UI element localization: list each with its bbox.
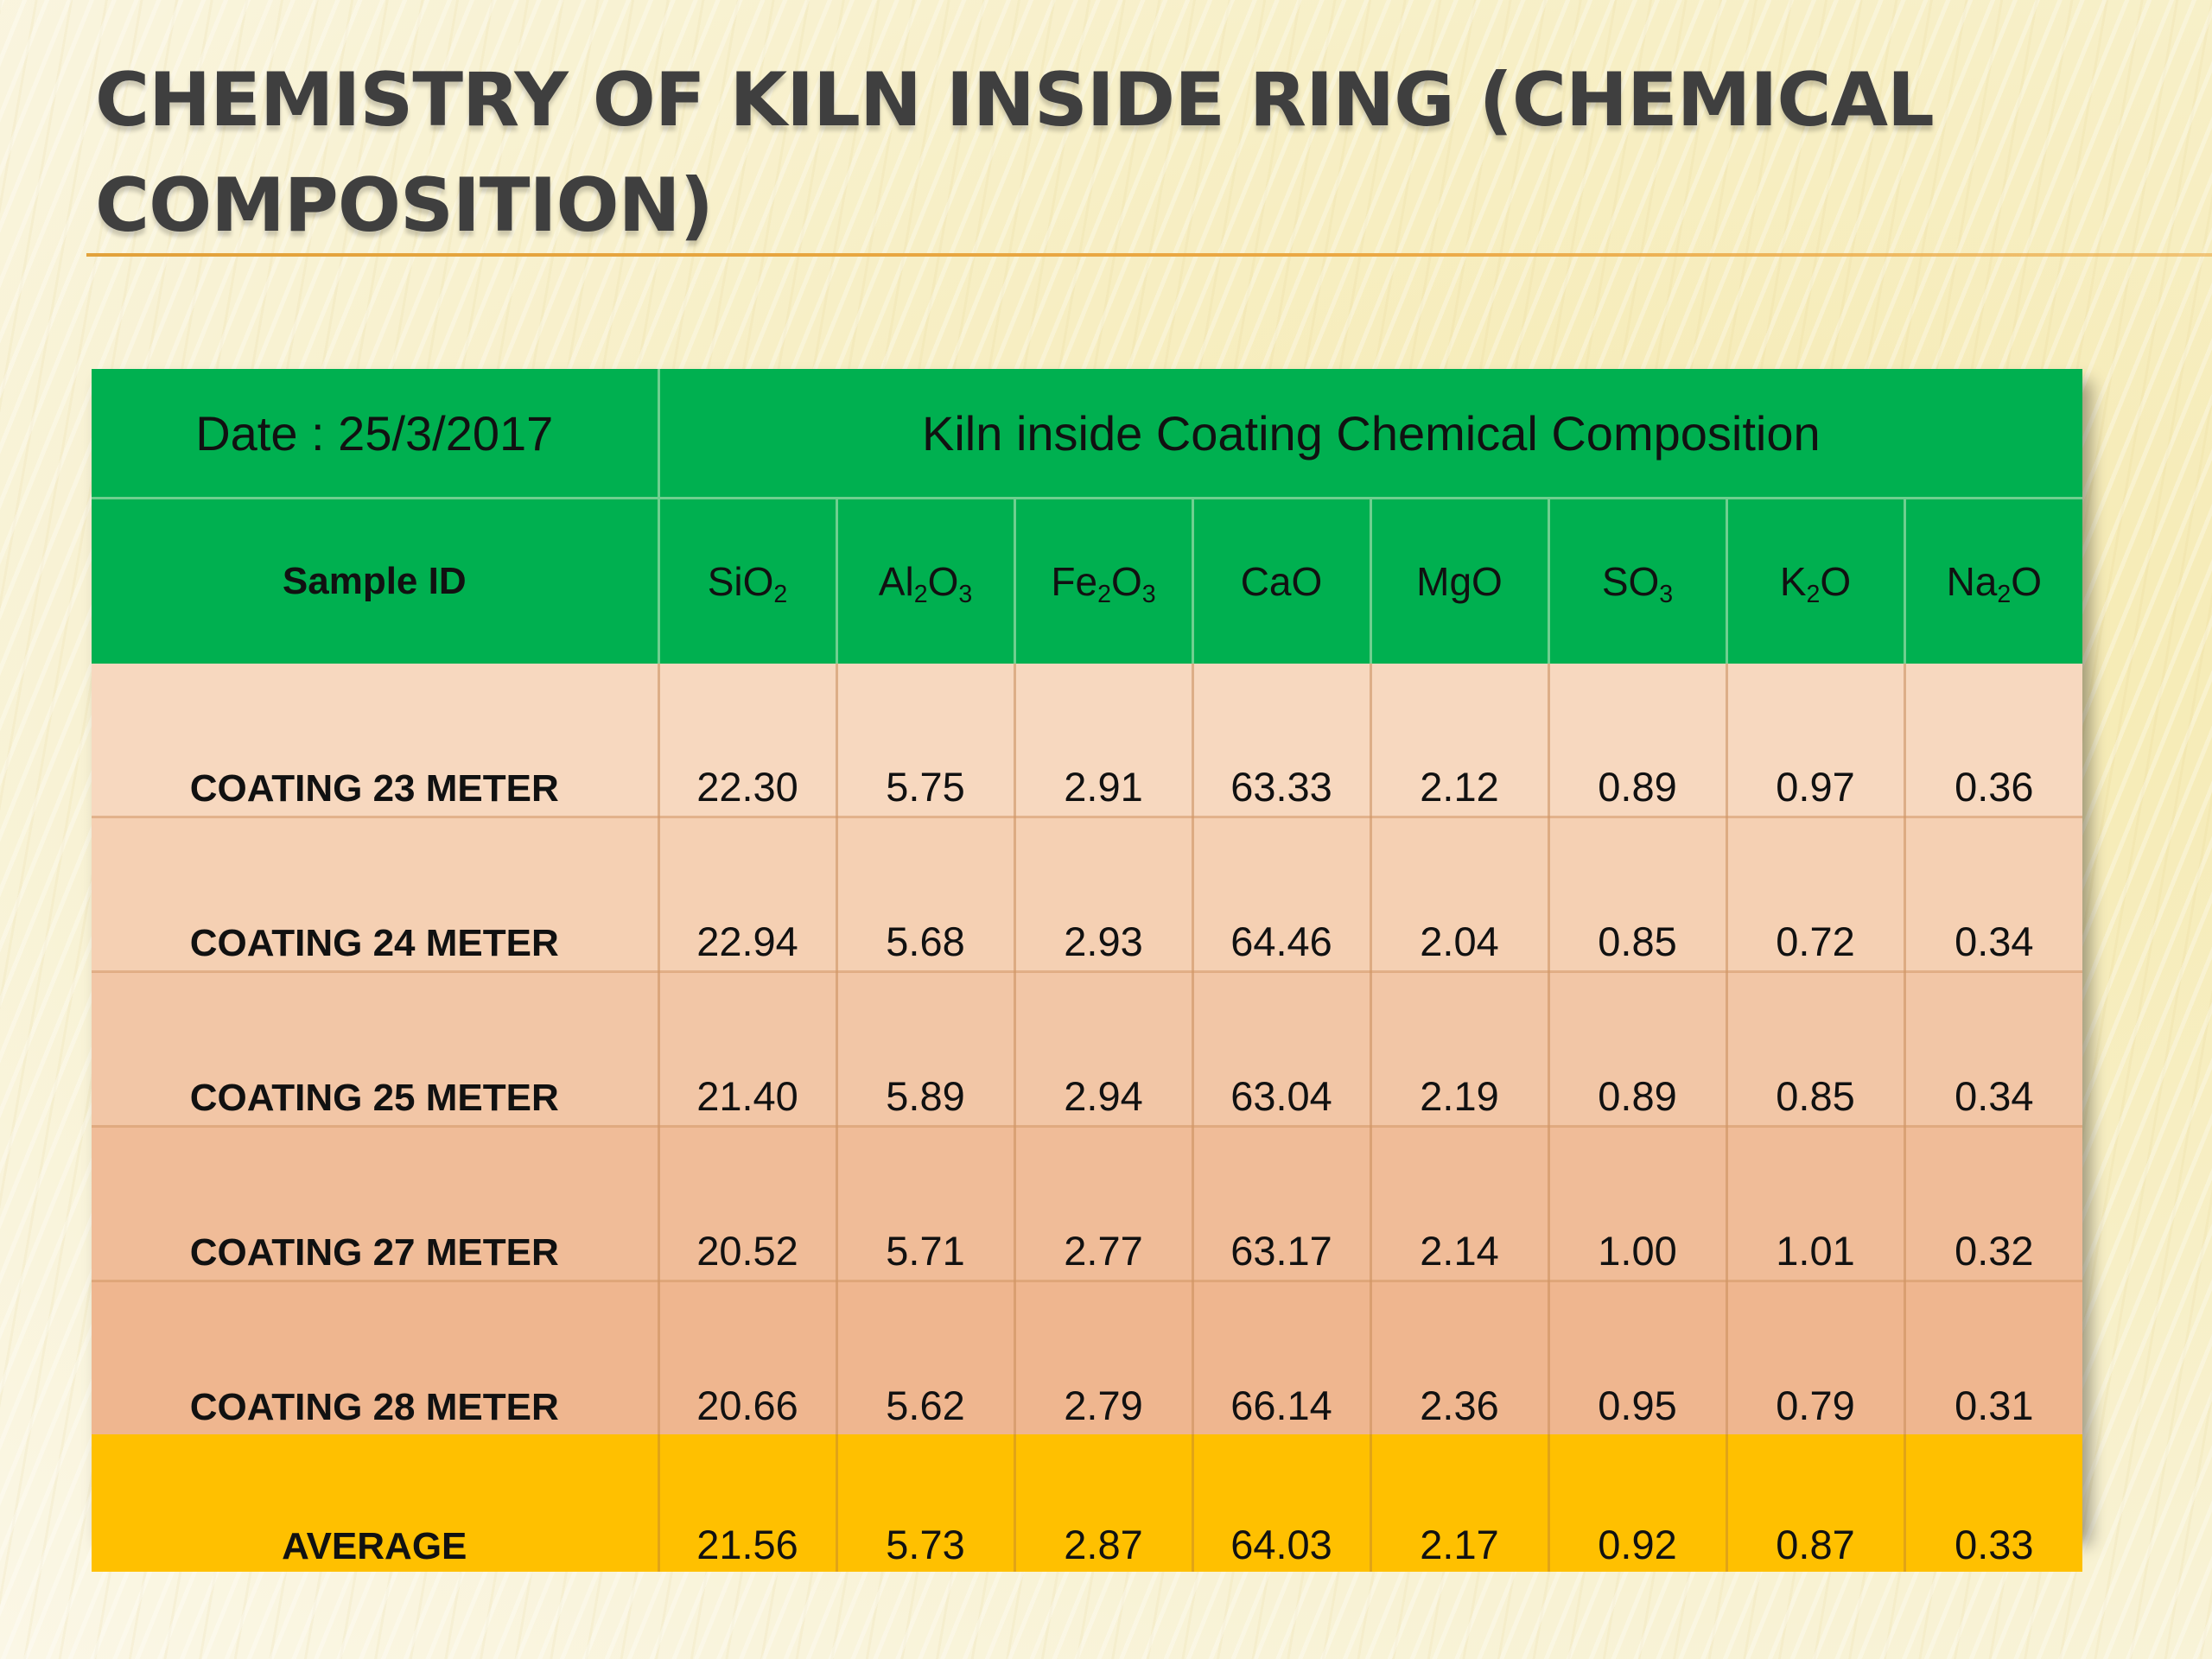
composition-table: Date : 25/3/2017 Kiln inside Coating Che… [92,369,2083,1572]
table-row: COATING 27 METER 20.52 5.71 2.77 63.17 2… [92,1126,2083,1282]
value-cell: 5.75 [836,664,1016,818]
average-value-cell: 5.73 [836,1434,1016,1572]
formula-tail: O [927,559,959,604]
value-cell: 2.04 [1370,817,1550,973]
column-header-sio2: SiO2 [658,498,838,664]
composition-table-container: Date : 25/3/2017 Kiln inside Coating Che… [92,369,2083,1572]
value-cell: 2.19 [1370,971,1550,1128]
value-cell: 0.85 [1726,971,1906,1128]
sample-id-cell: COATING 24 METER [92,817,660,973]
value-cell: 5.71 [836,1126,1016,1282]
value-cell: 2.94 [1014,971,1194,1128]
value-cell: 66.14 [1192,1281,1372,1434]
average-value-cell: 64.03 [1192,1434,1372,1572]
value-cell: 20.52 [658,1126,838,1282]
date-header: Date : 25/3/2017 [92,369,660,499]
average-row: AVERAGE 21.56 5.73 2.87 64.03 2.17 0.92 … [92,1434,2083,1572]
average-value-cell: 21.56 [658,1434,838,1572]
value-cell: 1.00 [1548,1126,1728,1282]
value-cell: 22.94 [658,817,838,973]
average-value-cell: 0.33 [1904,1434,2083,1572]
average-value-cell: 2.17 [1370,1434,1550,1572]
value-cell: 0.31 [1904,1281,2083,1434]
title-underline [86,253,2212,257]
column-header-k2o: K2O [1726,498,1906,664]
value-cell: 2.79 [1014,1281,1194,1434]
value-cell: 64.46 [1192,817,1372,973]
column-header-na2o: Na2O [1904,498,2083,664]
table-header-row-columns: Sample ID SiO2 Al2O3 Fe2O3 CaO MgO SO3 K… [92,498,2083,664]
sample-id-header: Sample ID [92,498,660,664]
average-value-cell: 2.87 [1014,1434,1194,1572]
column-header-mgo: MgO [1370,498,1550,664]
value-cell: 63.04 [1192,971,1372,1128]
value-cell: 2.91 [1014,664,1194,818]
value-cell: 2.77 [1014,1126,1194,1282]
value-cell: 0.72 [1726,817,1906,973]
sample-id-cell: COATING 28 METER [92,1281,660,1434]
value-cell: 0.89 [1548,664,1728,818]
table-row: COATING 28 METER 20.66 5.62 2.79 66.14 2… [92,1281,2083,1434]
table-header-row-top: Date : 25/3/2017 Kiln inside Coating Che… [92,369,2083,499]
formula-subscript: 3 [1141,580,1156,608]
value-cell: 0.34 [1904,817,2083,973]
table-row: COATING 24 METER 22.94 5.68 2.93 64.46 2… [92,817,2083,973]
sample-id-cell: COATING 23 METER [92,664,660,818]
value-cell: 0.79 [1726,1281,1906,1434]
average-value-cell: 0.87 [1726,1434,1906,1572]
value-cell: 1.01 [1726,1126,1906,1282]
value-cell: 0.32 [1904,1126,2083,1282]
value-cell: 0.36 [1904,664,2083,818]
table-row: COATING 25 METER 21.40 5.89 2.94 63.04 2… [92,971,2083,1128]
column-header-al2o3: Al2O3 [836,498,1016,664]
column-header-cao: CaO [1192,498,1372,664]
value-cell: 5.68 [836,817,1016,973]
sample-id-cell: COATING 25 METER [92,971,660,1128]
group-header: Kiln inside Coating Chemical Composition [658,369,2083,499]
formula-tail: O [1110,559,1142,604]
column-header-fe2o3: Fe2O3 [1014,498,1194,664]
value-cell: 0.95 [1548,1281,1728,1434]
value-cell: 2.14 [1370,1126,1550,1282]
average-value-cell: 0.92 [1548,1434,1728,1572]
value-cell: 0.85 [1548,817,1728,973]
value-cell: 5.62 [836,1281,1016,1434]
value-cell: 2.36 [1370,1281,1550,1434]
value-cell: 63.17 [1192,1126,1372,1282]
average-label-cell: AVERAGE [92,1434,660,1572]
value-cell: 0.89 [1548,971,1728,1128]
value-cell: 5.89 [836,971,1016,1128]
value-cell: 0.97 [1726,664,1906,818]
value-cell: 22.30 [658,664,838,818]
column-header-so3: SO3 [1548,498,1728,664]
sample-id-cell: COATING 27 METER [92,1126,660,1282]
slide-title: CHEMISTRY OF KILN INSIDE RING (CHEMICAL … [95,57,1935,249]
table-row: COATING 23 METER 22.30 5.75 2.91 63.33 2… [92,664,2083,818]
value-cell: 0.34 [1904,971,2083,1128]
value-cell: 63.33 [1192,664,1372,818]
value-cell: 21.40 [658,971,838,1128]
value-cell: 2.12 [1370,664,1550,818]
formula-subscript: 3 [958,580,973,608]
value-cell: 2.93 [1014,817,1194,973]
value-cell: 20.66 [658,1281,838,1434]
